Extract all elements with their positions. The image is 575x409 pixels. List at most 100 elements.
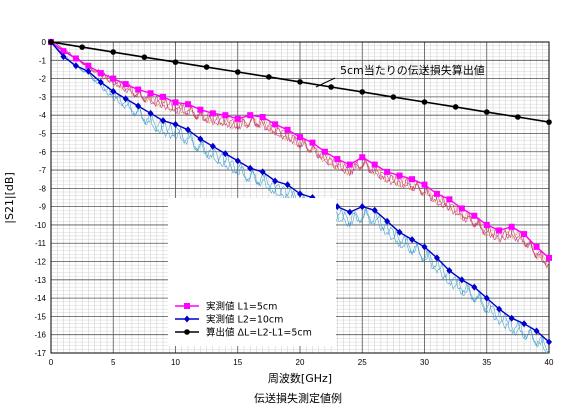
y-tick-label: -7 [39, 166, 47, 175]
data-point [483, 221, 490, 228]
data-point [521, 320, 528, 328]
data-point [234, 157, 241, 165]
data-point [546, 338, 552, 346]
data-point [197, 135, 204, 143]
data-point [97, 78, 104, 86]
data-point [110, 87, 117, 95]
y-tick-label: -11 [35, 239, 47, 248]
data-point [60, 53, 67, 61]
raw-trace-L1 [50, 39, 550, 266]
y-tick-label: -17 [34, 349, 46, 358]
data-point [334, 156, 341, 163]
data-point [384, 168, 391, 175]
data-point [321, 148, 328, 155]
y-axis-label: |S21|[dB] [3, 172, 16, 224]
data-point [458, 205, 465, 212]
data-point [508, 314, 515, 322]
data-point [496, 305, 503, 313]
legend-entry-label: 実測値 L2=10cm [206, 314, 283, 326]
data-point [160, 93, 167, 100]
x-tick-label: 25 [358, 358, 367, 367]
data-point [85, 62, 92, 69]
y-tick-label: -2 [39, 75, 47, 84]
x-axis-label: 周波数[GHz] [268, 372, 332, 385]
x-tick-labels: 0 5 10 15 20 25 30 35 40 [49, 358, 554, 367]
data-point [421, 99, 428, 105]
data-point [421, 181, 428, 188]
data-point [209, 142, 216, 150]
x-tick-label: 5 [111, 358, 116, 367]
data-point [483, 294, 490, 302]
data-point [452, 104, 459, 110]
data-point [421, 243, 428, 251]
data-point [203, 64, 210, 70]
data-point [284, 126, 291, 133]
legend-entry-label: 実測値 L1=5cm [206, 301, 277, 313]
x-tick-label: 10 [171, 358, 180, 367]
series-0 [48, 39, 552, 261]
data-point [147, 90, 154, 97]
data-point [433, 254, 440, 262]
data-point [266, 74, 272, 80]
data-point [172, 120, 179, 128]
data-point [147, 109, 154, 117]
y-tick-labels: 0 -1 -2 -3 -4 -5 -6 -7 -8 -9 -10 -11 -12 -13 -14 -15 -16… [34, 38, 46, 358]
data-point [160, 117, 167, 125]
data-point [328, 84, 334, 90]
data-point [396, 172, 403, 179]
data-point [346, 208, 353, 216]
legend-swatch-marker [184, 329, 190, 335]
data-point [409, 176, 416, 183]
data-point [371, 206, 378, 214]
data-point [135, 86, 142, 93]
data-point [433, 190, 440, 197]
data-point [60, 48, 67, 55]
data-point [197, 106, 204, 113]
data-point [247, 112, 254, 119]
data-point [272, 177, 279, 185]
raw-trace-L1 [50, 39, 550, 269]
data-point [110, 75, 117, 82]
data-point [259, 114, 266, 121]
data-point [234, 115, 241, 122]
data-point [110, 49, 117, 55]
figure-caption: 伝送損失測定値例 [254, 391, 342, 405]
data-point [79, 44, 85, 50]
legend-box [168, 198, 336, 346]
x-tick-label: 30 [420, 358, 429, 367]
data-point [309, 139, 316, 146]
data-point [390, 94, 397, 100]
data-point [259, 168, 266, 176]
data-point [409, 236, 416, 244]
x-tick-label: 40 [545, 358, 554, 367]
data-point [122, 95, 129, 103]
data-point [172, 99, 179, 106]
data-point [359, 154, 366, 161]
y-tick-label: 0 [42, 38, 47, 47]
data-point [533, 327, 540, 335]
data-point [184, 126, 191, 134]
data-point [284, 181, 291, 189]
x-tick-label: 20 [296, 358, 305, 367]
data-point [172, 59, 179, 65]
data-point [471, 283, 478, 291]
y-tick-label: -14 [34, 294, 46, 303]
series-2 [48, 39, 552, 125]
y-tick-label: -6 [39, 148, 47, 157]
data-point [533, 243, 540, 250]
data-point [521, 231, 528, 238]
data-point [122, 81, 129, 88]
data-point [546, 254, 552, 261]
data-point [508, 223, 515, 230]
data-point [272, 121, 279, 128]
legend-swatch-marker [184, 315, 190, 323]
x-tick-label: 35 [482, 358, 491, 367]
data-point [515, 114, 521, 120]
data-point [384, 217, 391, 225]
y-tick-label: -12 [34, 258, 46, 267]
series-layer [48, 38, 552, 346]
y-tick-label: -8 [39, 184, 47, 193]
data-point [141, 54, 148, 60]
data-point [446, 196, 453, 203]
